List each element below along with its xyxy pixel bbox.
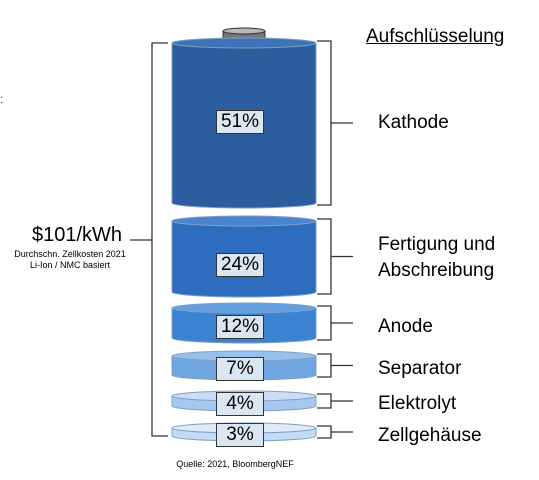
total-note-line-1: Durchschn. Zellkosten 2021 (14, 249, 126, 259)
value-label-fertigung-und-abschreibung: 24% (216, 253, 264, 277)
category-label-kathode: Kathode (378, 112, 449, 133)
total-cost-note: Durchschn. Zellkosten 2021 Li-Ion / NMC … (8, 249, 132, 271)
total-note-line-2: Li-Ion / NMC basiert (29, 260, 111, 270)
bracket-elektrolyt (317, 393, 353, 409)
value-label-elektrolyt: 4% (216, 392, 264, 416)
value-label-separator: 7% (216, 357, 264, 381)
bracket-anode (317, 305, 353, 341)
category-label-zellgehaeuse: Zellgehäuse (378, 425, 482, 446)
value-label-zellgehaeuse: 3% (216, 423, 264, 447)
bracket-zellgehaeuse (317, 425, 353, 439)
edge-mark: : (0, 92, 4, 106)
total-cost-value: $101/kWh (32, 224, 123, 246)
category-label-anode: Anode (378, 316, 433, 337)
value-label-kathode: 51% (216, 110, 264, 134)
bracket-separator (317, 353, 353, 378)
brackets (130, 40, 353, 439)
bracket-kathode (317, 40, 353, 206)
category-label-elektrolyt: Elektrolyt (378, 393, 457, 414)
source-note: Quelle: 2021, BloombergNEF (176, 459, 294, 469)
bracket-fertigung-und-abschreibung (317, 218, 353, 295)
breakdown-heading: Aufschlüsselung (366, 26, 505, 47)
total-bracket (130, 42, 168, 437)
category-label-fertigung-und-abschreibung: Fertigung und Abschreibung (378, 234, 496, 281)
category-label-separator: Separator (378, 358, 462, 379)
value-label-anode: 12% (216, 315, 264, 339)
